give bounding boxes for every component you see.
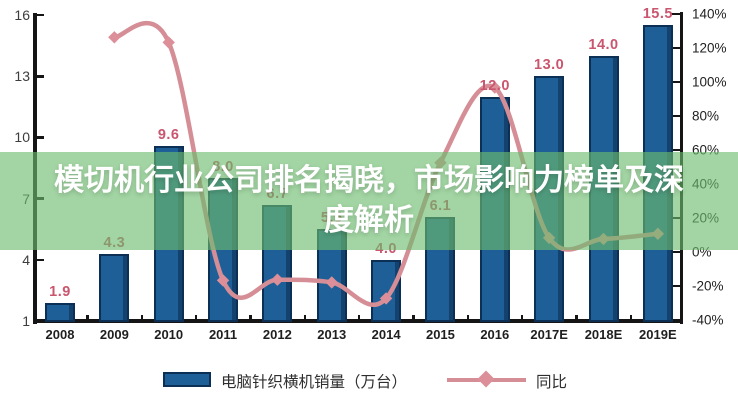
left-axis-tick (36, 136, 44, 139)
x-axis-label: 2012 (262, 327, 292, 342)
right-axis-tick-label: 80% (692, 108, 720, 124)
right-axis-tick (671, 148, 680, 152)
x-axis-label: 2008 (45, 327, 75, 342)
right-axis-tick-label: -40% (692, 312, 724, 328)
x-axis-label: 2011 (208, 327, 238, 342)
legend-line-label: 同比 (536, 374, 568, 391)
bar-value-label: 12.0 (479, 77, 510, 94)
x-axis-label: 2015 (425, 327, 455, 342)
x-axis-tick (86, 315, 89, 320)
legend-diamond-marker-icon (477, 370, 495, 388)
bar-2009 (99, 253, 130, 322)
legend-bar-swatch (163, 372, 211, 387)
x-axis-tick (629, 315, 633, 320)
x-axis-label: 2018E (584, 327, 623, 342)
right-axis-tick-label: 140% (692, 6, 727, 22)
right-axis-tick (671, 114, 680, 118)
x-axis-tick (249, 315, 252, 320)
x-axis-tick (520, 315, 524, 320)
legend-bar-label: 电脑针织横机销量（万台） (221, 374, 408, 391)
left-axis-tick (36, 258, 44, 262)
x-axis-label: 2019E (639, 327, 677, 342)
bar-value-label: 9.6 (157, 126, 180, 143)
x-axis-tick (140, 315, 144, 320)
right-axis-tick (671, 46, 680, 50)
x-axis-spine (33, 319, 683, 323)
x-axis-tick (466, 315, 470, 320)
x-axis-tick (194, 315, 198, 320)
x-axis-tick (575, 315, 578, 320)
headline-text: 模切机行业公司排名揭晓，市场影响力榜单及深度解析 (54, 164, 684, 237)
x-axis-tick (303, 315, 307, 320)
left-axis-tick-label: 1 (22, 313, 30, 329)
left-axis-tick-label: 16 (14, 7, 30, 23)
right-axis-tick (671, 284, 680, 288)
left-axis-tick-label: 13 (14, 68, 30, 85)
x-axis-label: 2010 (154, 327, 184, 342)
bar-2014 (371, 259, 402, 322)
right-axis-tick-label: -20% (692, 278, 724, 294)
left-axis-tick (36, 13, 44, 17)
right-axis-tick-label: 100% (692, 74, 727, 90)
x-axis-label: 2014 (371, 327, 401, 342)
x-axis-label: 2009 (99, 327, 129, 342)
bar-value-label: 13.0 (534, 57, 565, 74)
x-axis-label: 2016 (480, 327, 510, 342)
bar-value-label: 15.5 (642, 6, 673, 23)
right-axis-tick (671, 250, 680, 254)
x-axis-tick (412, 315, 415, 320)
left-axis-tick (36, 75, 44, 78)
x-axis-label: 2017E (530, 327, 568, 342)
right-axis-tick (671, 80, 680, 84)
x-axis-label: 2013 (317, 327, 347, 342)
yoy-diamond-marker-icon (162, 36, 175, 49)
yoy-diamond-marker-icon (108, 31, 121, 44)
legend: 电脑针织横机销量（万台） 同比 (0, 364, 738, 396)
left-axis-tick-label: 10 (14, 129, 30, 146)
right-axis-tick (671, 12, 680, 16)
right-axis-tick-label: 120% (692, 40, 727, 56)
headline-overlay-band: 模切机行业公司排名揭晓，市场影响力榜单及深度解析 (0, 152, 738, 250)
left-axis-tick-label: 4 (22, 251, 30, 268)
bar-2008 (45, 302, 75, 322)
bar-value-label: 14.0 (588, 36, 619, 53)
bar-value-label: 1.9 (49, 283, 71, 300)
x-axis-tick (357, 315, 361, 320)
